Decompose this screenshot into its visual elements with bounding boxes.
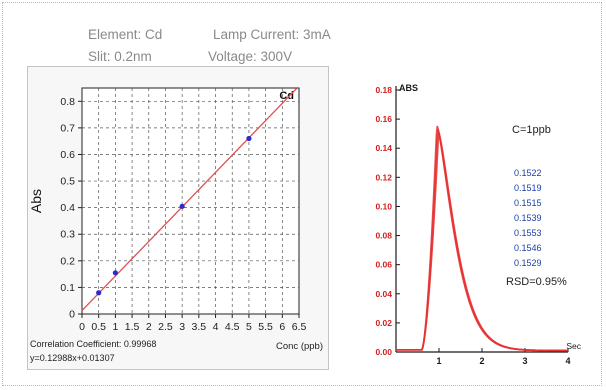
y-tick-label: 0.8 — [60, 96, 75, 108]
data-point — [112, 270, 118, 276]
rsd-label: RSD=0.95% — [506, 276, 567, 288]
y-tick-label: 0.6 — [60, 149, 75, 161]
x-tick-label: 3.5 — [192, 321, 207, 333]
y-tick-label: 0.00 — [375, 347, 392, 357]
absorbance-peak-curve — [396, 125, 569, 352]
replicate-value: 0.1539 — [514, 213, 542, 223]
y-tick-label: 0.7 — [60, 122, 75, 134]
y-tick-label: 0 — [69, 309, 75, 321]
x-tick-label: 1.5 — [125, 321, 140, 333]
concentration-label: C=1ppb — [512, 124, 551, 136]
x-tick-label: 5 — [246, 321, 252, 333]
x-tick-label: 2 — [479, 356, 484, 366]
x-tick-label: 6 — [279, 321, 285, 333]
x-tick-label: 1 — [112, 321, 118, 333]
replicate-value: 0.1519 — [514, 183, 542, 193]
data-point — [246, 135, 252, 142]
y-tick-label: 0.14 — [375, 143, 392, 153]
y-tick-label: 0.18 — [375, 85, 392, 95]
correlation-annotation: Correlation Coefficient: 0.99968 — [30, 339, 156, 349]
y-tick-label: 0.06 — [375, 260, 392, 270]
replicate-value: 0.1515 — [514, 198, 542, 208]
x-tick-label: 4 — [565, 356, 570, 366]
data-point — [96, 290, 102, 296]
x-tick-label: 0.5 — [91, 321, 106, 333]
chart-title: Cd — [279, 90, 294, 102]
x-tick-label: 6.5 — [292, 321, 307, 333]
x-tick-label: 1 — [436, 356, 441, 366]
y-axis-label: Abs — [28, 189, 44, 213]
x-tick-label: 0 — [79, 321, 85, 333]
y-tick-label: 0.16 — [375, 114, 392, 124]
replicate-value: 0.1522 — [514, 168, 542, 178]
y-axis-label: ABS — [399, 83, 418, 93]
replicate-value: 0.1529 — [514, 258, 542, 268]
y-tick-label: 0.12 — [375, 172, 392, 182]
calibration-chart: 0 0.5 1 1.5 2 2.5 3 3.5 4 4.5 5 5.5 6 6.5 0 0.1 0.2 0.3 0.… — [27, 66, 329, 370]
replicate-value: 0.1553 — [514, 228, 542, 238]
lamp-current-label: Lamp Current: 3mA — [213, 27, 331, 42]
x-tick-label: 5.5 — [258, 321, 273, 333]
x-tick-label: 4 — [213, 321, 219, 333]
x-tick-label: 2.5 — [158, 321, 173, 333]
x-tick-label: 2 — [146, 321, 152, 333]
plot-area — [81, 87, 300, 315]
absorbance-peak-chart: 0.00 0.02 0.04 0.06 0.08 0.10 0.12 0.14 0.16 0.18… — [375, 83, 581, 366]
replicate-value: 0.1546 — [514, 243, 542, 253]
y-tick-label: 0.1 — [60, 282, 75, 294]
y-tick-label: 0.3 — [60, 229, 75, 241]
x-axis-label: Sec — [566, 341, 581, 351]
absorbance-peak-curve — [396, 132, 568, 352]
x-tick-label: 4.5 — [225, 321, 240, 333]
y-tick-label: 0.08 — [375, 231, 392, 241]
voltage-label: Voltage: 300V — [208, 49, 293, 64]
slit-label: Slit: 0.2nm — [88, 49, 152, 64]
x-tick-label: 3 — [179, 321, 185, 333]
data-point — [179, 203, 185, 209]
equation-annotation: y=0.12988x+0.01307 — [30, 353, 115, 363]
panel-frame — [2, 2, 602, 386]
y-tick-label: 0.10 — [375, 201, 392, 211]
y-tick-label: 0.2 — [60, 255, 75, 267]
element-label: Element: Cd — [88, 27, 163, 42]
x-tick-label: 3 — [522, 356, 527, 366]
y-tick-label: 0.02 — [375, 318, 392, 328]
x-axis-label: Conc (ppb) — [276, 341, 323, 352]
y-tick-label: 0.04 — [375, 289, 392, 299]
y-tick-label: 0.5 — [60, 176, 75, 188]
absorbance-peak-curve — [396, 129, 568, 352]
y-tick-label: 0.4 — [60, 202, 75, 214]
